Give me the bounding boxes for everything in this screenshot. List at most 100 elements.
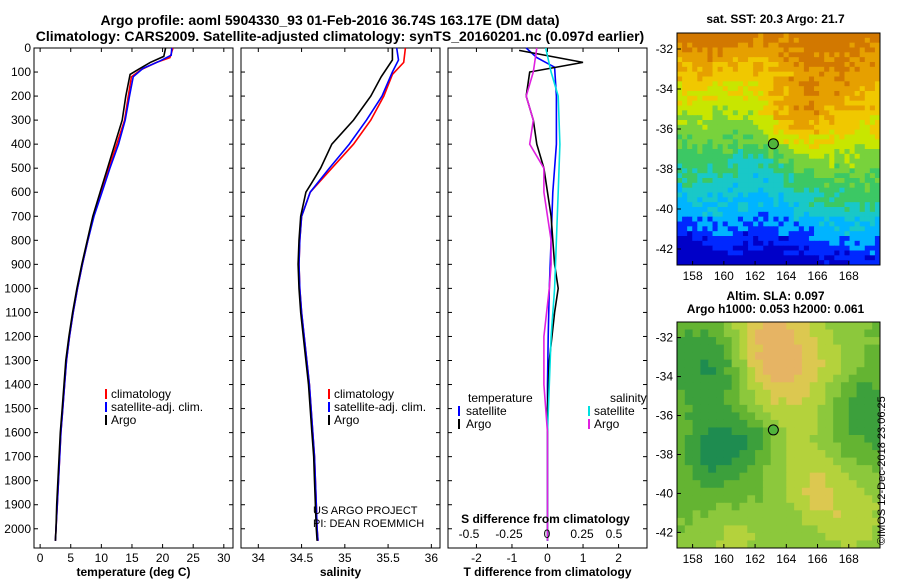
map-cell: [758, 124, 764, 131]
map-cell: [814, 182, 820, 189]
map-cell: [839, 129, 845, 135]
map-cell: [700, 337, 709, 346]
map-cell: [825, 352, 834, 361]
map-cell: [722, 129, 729, 135]
map-cell: [742, 231, 749, 237]
map-cell: [717, 124, 724, 131]
map-cell: [700, 397, 709, 406]
map-cell: [739, 465, 748, 474]
map-cell: [712, 95, 719, 102]
map-cell: [783, 110, 790, 116]
map-cell: [786, 427, 795, 436]
map-cell: [793, 211, 800, 218]
map-cell: [869, 149, 876, 155]
map-cell: [788, 149, 795, 155]
map-cell: [864, 211, 871, 218]
map-cell: [707, 168, 714, 174]
map-cell: [814, 144, 820, 150]
map-cell: [773, 57, 779, 63]
map-cell: [844, 129, 851, 135]
map-cell: [702, 33, 708, 39]
map-cell: [872, 404, 881, 413]
map-cell: [844, 71, 851, 77]
map-cell: [788, 100, 795, 106]
map-cell: [747, 329, 756, 338]
map-cell: [723, 525, 733, 534]
map-cell: [722, 110, 729, 116]
map-cell: [844, 105, 851, 111]
map-cell: [864, 472, 873, 481]
map-cell: [869, 226, 876, 232]
map-cell: [692, 337, 701, 346]
map-cell: [692, 250, 698, 256]
map-cell: [844, 91, 851, 97]
map-cell: [834, 47, 840, 53]
map-cell: [708, 502, 717, 511]
map-cell: [773, 86, 779, 92]
map-cell: [739, 412, 748, 421]
map-cell: [874, 255, 881, 261]
map-cell: [864, 124, 871, 131]
map-cell: [817, 367, 826, 376]
map-cell: [742, 149, 749, 155]
map-cell: [859, 76, 866, 82]
map-cell: [829, 149, 835, 155]
map-cell: [840, 435, 850, 444]
map-cell: [839, 42, 845, 48]
map-cell: [677, 240, 683, 247]
map-cell: [783, 139, 790, 145]
map-cell: [773, 33, 779, 39]
map-cell: [848, 435, 858, 444]
map-cell: [773, 100, 779, 106]
secondary-tick-label: -0.25: [495, 527, 523, 541]
map-cell: [708, 344, 717, 353]
map-cell: [677, 47, 683, 53]
map-cell: [692, 197, 698, 203]
map-cell: [801, 352, 811, 361]
map-cell: [864, 231, 871, 237]
map-cell: [793, 86, 800, 92]
map-cell: [819, 153, 825, 160]
map-cell: [829, 81, 835, 87]
map-cell: [700, 427, 709, 436]
map-cell: [716, 517, 725, 526]
map-cell: [844, 33, 851, 39]
map-cell: [872, 337, 881, 346]
map-cell: [874, 110, 881, 116]
map-cell: [763, 197, 769, 203]
map-cell: [788, 216, 795, 222]
map-cell: [808, 81, 815, 87]
map-cell: [793, 81, 800, 87]
map-cell: [839, 202, 845, 208]
map-cell: [814, 207, 820, 213]
map-y-tick-label: -32: [656, 331, 674, 345]
map-cell: [824, 57, 830, 63]
map-cell: [682, 260, 688, 266]
map-cell: [859, 226, 866, 232]
map-cell: [682, 231, 688, 237]
map-cell: [844, 226, 851, 232]
map-cell: [856, 404, 865, 413]
map-cell: [864, 192, 871, 198]
map-cell: [742, 250, 749, 256]
map-cell: [747, 517, 756, 526]
map-cell: [692, 404, 701, 413]
map-cell: [839, 197, 845, 203]
map-cell: [731, 322, 740, 331]
map-cell: [697, 66, 703, 73]
map-cell: [677, 412, 686, 421]
map-cell: [708, 510, 717, 519]
map-cell: [783, 240, 790, 247]
map-cell: [707, 115, 714, 121]
map-cell: [834, 158, 840, 164]
map-cell: [869, 211, 876, 218]
map-cell: [786, 465, 795, 474]
map-cell: [814, 231, 820, 237]
map-cell: [869, 207, 876, 213]
map-cell: [869, 110, 876, 116]
map-cell: [834, 105, 840, 111]
map-cell: [732, 100, 739, 106]
map-cell: [768, 81, 774, 87]
map-cell: [682, 129, 688, 135]
map-cell: [702, 42, 708, 48]
